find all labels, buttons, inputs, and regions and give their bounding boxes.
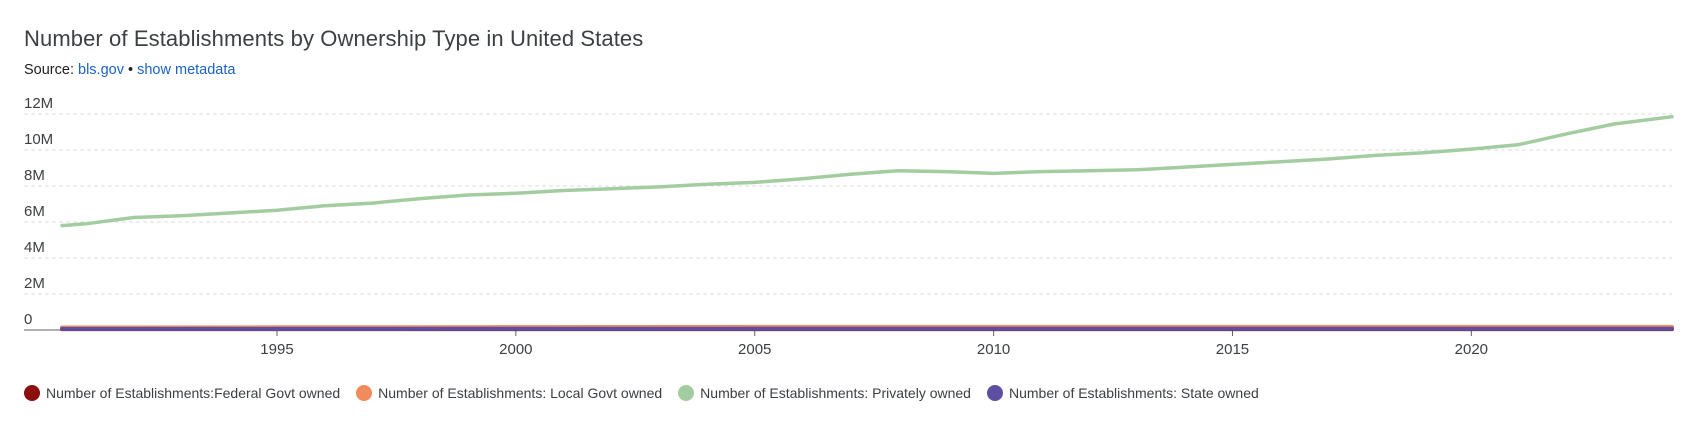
legend-item-3[interactable]: Number of Establishments: State owned bbox=[986, 385, 1259, 401]
series-lines bbox=[60, 114, 1674, 332]
legend-label: Number of Establishments: Privately owne… bbox=[700, 385, 971, 401]
legend-swatch bbox=[356, 385, 373, 401]
y-tick-label: 12M bbox=[24, 95, 53, 112]
y-tick-label: 0 bbox=[24, 311, 32, 328]
chart-legend: Number of Establishments:Federal Govt ow… bbox=[24, 385, 1275, 401]
series-line-2[interactable] bbox=[60, 114, 1674, 228]
legend-swatch bbox=[678, 385, 695, 401]
legend-item-1[interactable]: Number of Establishments: Local Govt own… bbox=[356, 385, 662, 401]
legend-swatch bbox=[986, 385, 1003, 401]
legend-label: Number of Establishments: Local Govt own… bbox=[378, 385, 663, 401]
legend-item-2[interactable]: Number of Establishments: Privately owne… bbox=[678, 385, 971, 401]
y-tick-label: 6M bbox=[24, 203, 45, 220]
show-metadata-link[interactable]: show metadata bbox=[137, 62, 236, 78]
y-tick-label: 4M bbox=[24, 239, 45, 256]
legend-swatch bbox=[24, 385, 40, 401]
x-tick-label: 2000 bbox=[499, 341, 532, 358]
axes: 0 2M 4M 6M 8M 10M 12M 1995 2000 2005 2010 2015 2020 bbox=[24, 95, 1672, 358]
x-tick-label: 2010 bbox=[977, 341, 1010, 358]
x-tick-label: 1995 bbox=[260, 341, 293, 358]
source-separator: • bbox=[128, 62, 134, 78]
y-tick-label: 10M bbox=[24, 131, 53, 148]
x-tick-label: 2015 bbox=[1216, 341, 1249, 358]
x-tick-label: 2020 bbox=[1455, 341, 1488, 358]
legend-label: Number of Establishments:Federal Govt ow… bbox=[46, 385, 341, 401]
chart-source: Source: bls.gov • show metadata bbox=[24, 62, 235, 78]
x-tick-label: 2005 bbox=[738, 341, 771, 358]
chart-title: Number of Establishments by Ownership Ty… bbox=[24, 26, 644, 51]
source-prefix: Source: bbox=[24, 62, 74, 78]
y-tick-label: 8M bbox=[24, 167, 45, 184]
legend-label: Number of Establishments: State owned bbox=[1008, 385, 1259, 401]
source-link[interactable]: bls.gov bbox=[78, 62, 124, 78]
grid-lines bbox=[24, 113, 1672, 295]
y-tick-label: 2M bbox=[24, 275, 45, 292]
legend-item-0[interactable]: Number of Establishments:Federal Govt ow… bbox=[24, 385, 340, 401]
